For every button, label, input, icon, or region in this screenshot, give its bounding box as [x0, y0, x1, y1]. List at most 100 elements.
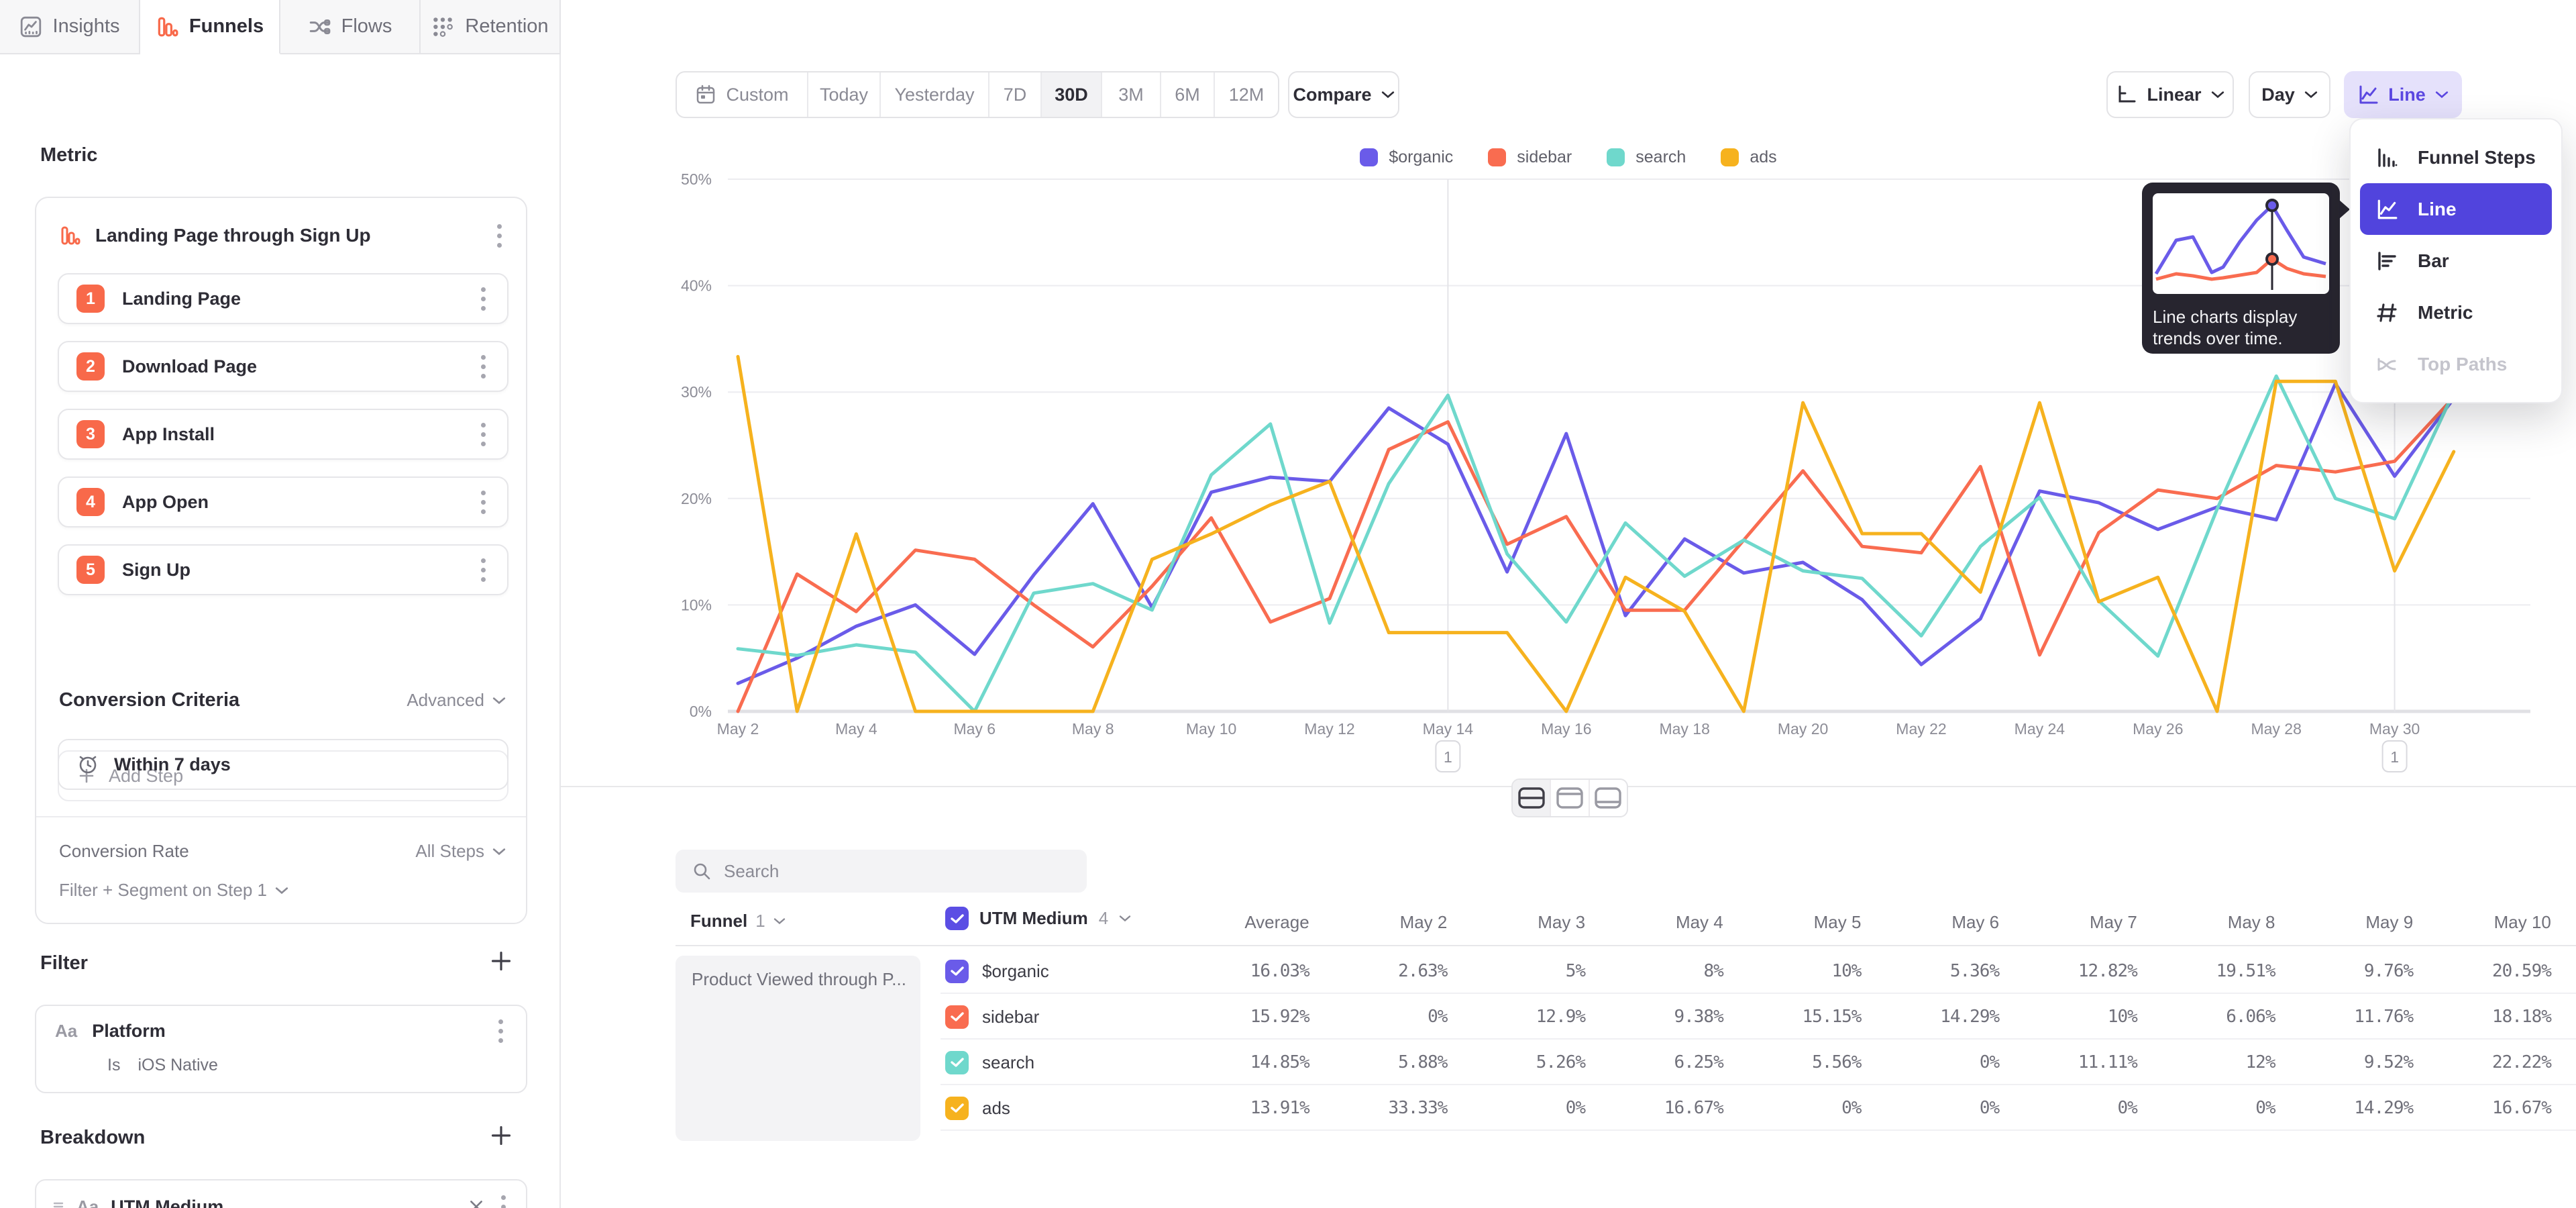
table-value-cell: 0%: [1841, 1098, 1862, 1118]
drag-handle-icon[interactable]: [52, 1200, 64, 1208]
menu-item-bar[interactable]: Bar: [2351, 235, 2561, 287]
range-custom[interactable]: Custom: [677, 72, 808, 117]
column-header[interactable]: Average: [1244, 911, 1309, 932]
legend-item-ads[interactable]: ads: [1721, 148, 1777, 167]
row-checkbox[interactable]: [945, 959, 969, 983]
funnel-column-header[interactable]: Funnel 1: [690, 911, 786, 932]
layout-table-view-button[interactable]: [1590, 780, 1627, 816]
chart-type-dropdown[interactable]: Line: [2344, 71, 2462, 118]
chevron-down-icon: [275, 887, 288, 894]
legend-item-search[interactable]: search: [1607, 148, 1686, 167]
funnel-metric-icon: [61, 226, 80, 245]
layout-chart-view-button[interactable]: [1551, 780, 1590, 816]
range-label: Today: [819, 84, 869, 105]
segment-name: ads: [982, 1097, 1010, 1118]
filter-value[interactable]: iOS Native: [138, 1056, 218, 1074]
table-value-cell: 0%: [1565, 1098, 1586, 1118]
add-breakdown-button[interactable]: [490, 1124, 513, 1147]
legend-item-organic[interactable]: $organic: [1360, 148, 1453, 167]
step-menu-button[interactable]: [477, 554, 490, 586]
column-header[interactable]: May 3: [1538, 911, 1586, 932]
search-input[interactable]: [724, 860, 1046, 882]
filter-menu-button[interactable]: [494, 1015, 507, 1047]
conversion-rate-label: Conversion Rate: [59, 841, 189, 861]
table-value-cell: 33.33%: [1388, 1098, 1448, 1118]
remove-breakdown-icon[interactable]: [468, 1198, 485, 1208]
filter-card-platform: Aa Platform Is iOS Native: [35, 1005, 527, 1093]
top-paths-icon: [2377, 358, 2396, 370]
conversion-window-button[interactable]: Within 7 days: [58, 739, 508, 790]
step-menu-button[interactable]: [477, 283, 490, 315]
table-row-ads: ads 13.91% 33.33% 0% 16.67% 0% 0% 0% 0% 14.29% 16…: [676, 1085, 2576, 1131]
column-header[interactable]: May 2: [1399, 911, 1448, 932]
breakdown-menu-button[interactable]: [497, 1191, 510, 1208]
range-today[interactable]: Today: [808, 72, 881, 117]
tab-flows[interactable]: Flows: [280, 0, 421, 54]
tab-retention[interactable]: Retention: [421, 0, 561, 54]
check-icon: [950, 966, 964, 976]
funnel-step-1[interactable]: 1 Landing Page: [58, 273, 508, 324]
row-checkbox[interactable]: [945, 1096, 969, 1120]
annotation-badge[interactable]: [1435, 740, 1461, 772]
step-menu-button[interactable]: [477, 419, 490, 450]
menu-item-label: Bar: [2418, 250, 2449, 271]
scale-dropdown[interactable]: Linear: [2106, 71, 2234, 118]
step-menu-button[interactable]: [477, 487, 490, 518]
funnel-name-cell[interactable]: Product Viewed through P...: [676, 956, 920, 1141]
range-3m[interactable]: 3M: [1102, 72, 1161, 117]
table-value-cell: 16.03%: [1250, 961, 1310, 981]
advanced-dropdown[interactable]: Advanced: [407, 690, 506, 711]
range-yesterday[interactable]: Yesterday: [881, 72, 989, 117]
column-header[interactable]: May 10: [2493, 911, 2551, 932]
menu-item-funnel-steps[interactable]: Funnel Steps: [2351, 132, 2561, 183]
table-value-cell: 8%: [1703, 961, 1723, 981]
menu-item-metric[interactable]: Metric: [2351, 287, 2561, 338]
table-value-cell: 2.63%: [1398, 961, 1448, 981]
range-7d[interactable]: 7D: [989, 72, 1042, 117]
column-header[interactable]: May 4: [1675, 911, 1723, 932]
tab-funnels[interactable]: Funnels: [140, 0, 280, 54]
chevron-down-icon: [492, 848, 506, 855]
funnel-step-5[interactable]: 5 Sign Up: [58, 544, 508, 595]
row-values: 13.91% 33.33% 0% 16.67% 0% 0% 0% 0% 14.29% 16.67%: [1198, 1085, 2576, 1131]
annotation-badge[interactable]: [2381, 740, 2408, 772]
table-value-cell: 5.56%: [1812, 1052, 1862, 1072]
funnel-step-2[interactable]: 2 Download Page: [58, 341, 508, 392]
y-axis-label: 0%: [690, 703, 712, 720]
select-all-checkbox[interactable]: [945, 907, 969, 930]
row-checkbox[interactable]: [945, 1050, 969, 1074]
check-icon: [950, 1012, 964, 1021]
interval-dropdown[interactable]: Day: [2249, 71, 2330, 118]
funnel-step-3[interactable]: 3 App Install: [58, 409, 508, 460]
clock-icon: [79, 756, 97, 774]
all-steps-dropdown[interactable]: All Steps: [415, 841, 506, 862]
step-menu-button[interactable]: [477, 351, 490, 383]
menu-item-label: Funnel Steps: [2418, 146, 2536, 168]
range-label: 30D: [1055, 84, 1088, 105]
step-number-badge: 4: [76, 488, 105, 516]
column-header[interactable]: May 9: [2365, 911, 2414, 932]
funnel-menu-button[interactable]: [493, 220, 506, 252]
column-header[interactable]: May 6: [1951, 911, 2000, 932]
range-30d-selected[interactable]: 30D: [1042, 72, 1102, 117]
chevron-down-icon: [1120, 915, 1131, 922]
column-header[interactable]: May 5: [1813, 911, 1862, 932]
filter-operator[interactable]: Is: [107, 1056, 121, 1074]
range-6m[interactable]: 6M: [1161, 72, 1215, 117]
legend-item-sidebar[interactable]: sidebar: [1488, 148, 1572, 167]
chart-view-icon: [1556, 787, 1583, 809]
column-header[interactable]: May 8: [2227, 911, 2275, 932]
table-value-cell: 14.29%: [1940, 1007, 2000, 1027]
breakdown-column-header[interactable]: UTM Medium 4: [945, 907, 1131, 930]
row-checkbox[interactable]: [945, 1005, 969, 1029]
compare-button[interactable]: Compare: [1288, 71, 1399, 118]
range-12m[interactable]: 12M: [1215, 72, 1278, 117]
add-filter-button[interactable]: [490, 950, 513, 972]
menu-item-line-selected[interactable]: Line: [2360, 183, 2552, 235]
tab-insights[interactable]: Insights: [0, 0, 140, 54]
column-header[interactable]: May 7: [2090, 911, 2137, 932]
funnel-step-4[interactable]: 4 App Open: [58, 476, 508, 527]
search-icon: [694, 863, 710, 880]
layout-split-view-button[interactable]: [1513, 780, 1552, 816]
filter-segment-dropdown[interactable]: Filter + Segment on Step 1: [59, 880, 288, 901]
